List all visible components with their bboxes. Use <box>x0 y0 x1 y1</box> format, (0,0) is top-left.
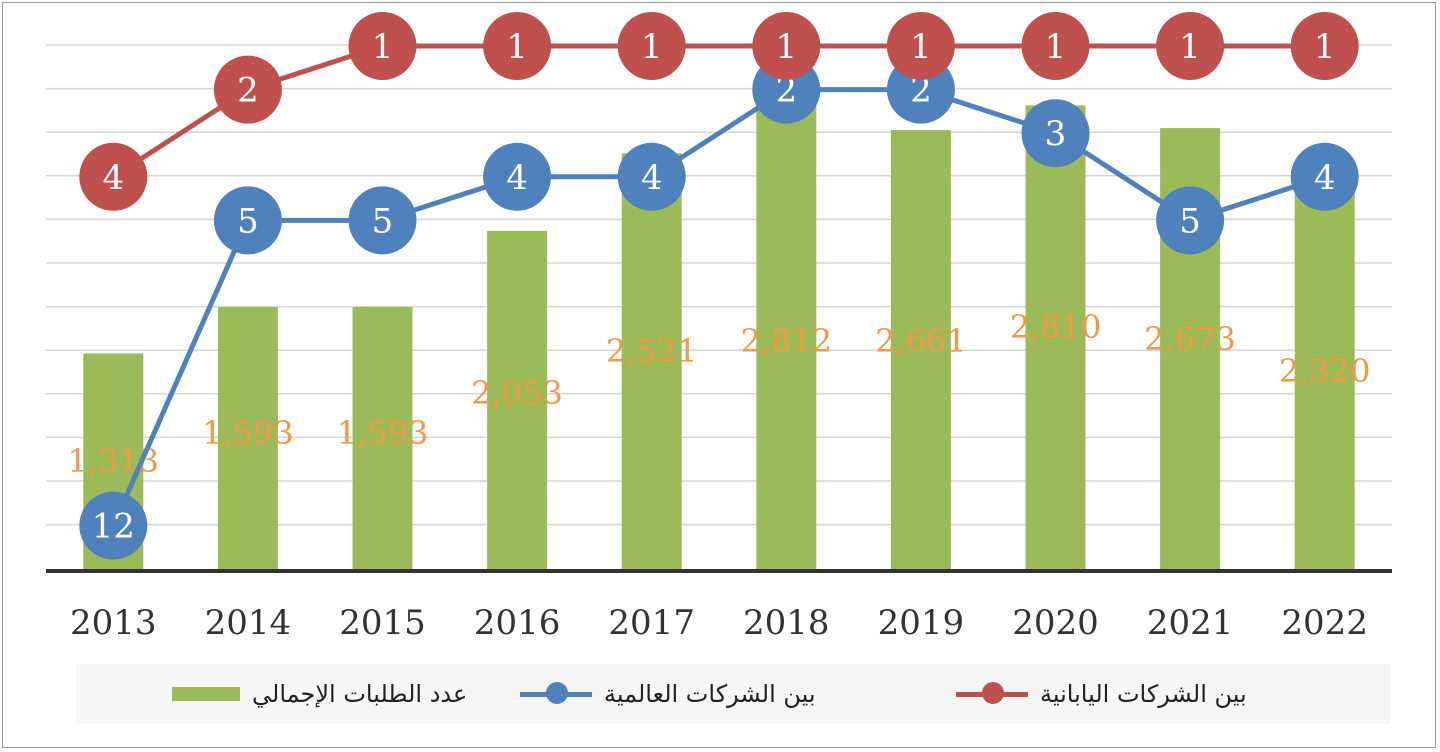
japan-rank-marker-label: 1 <box>1179 27 1201 67</box>
japan-rank-marker-2021 <box>1156 12 1225 80</box>
global-rank-marker-label: 5 <box>237 201 259 241</box>
legend-label-global: بين الشركات العالمية <box>604 680 816 708</box>
data-label-2019: 2,661 <box>875 322 967 360</box>
data-label-2015: 1,593 <box>337 414 429 452</box>
x-tick-label: 2013 <box>70 603 157 643</box>
japan-rank-marker-label: 1 <box>1314 27 1336 67</box>
global-rank-marker-label: 5 <box>372 201 394 241</box>
data-label-2017: 2,521 <box>606 332 698 370</box>
legend-swatch-global <box>520 682 592 704</box>
global-rank-line <box>111 87 1326 527</box>
bar-2015 <box>352 307 413 571</box>
data-label-2021: 2,673 <box>1144 320 1236 358</box>
global-rank-marker-2021 <box>1156 186 1225 255</box>
data-label-2014: 1,593 <box>202 414 294 452</box>
global-rank-marker-label: 4 <box>1314 158 1336 198</box>
legend-item-total: عدد الطلبات الإجمالي <box>172 674 467 714</box>
legend-swatch-bar <box>172 687 240 701</box>
x-tick-label: 2014 <box>205 603 292 643</box>
legend-label-total: عدد الطلبات الإجمالي <box>252 680 468 708</box>
global-rank-marker-label: 4 <box>641 158 663 198</box>
japan-rank-marker-2015 <box>348 12 417 80</box>
global-rank-marker-label: 4 <box>506 158 528 198</box>
global-rank-marker-2013 <box>79 491 148 560</box>
global-rank-marker-label: 2 <box>775 71 797 111</box>
japan-rank-marker-label: 1 <box>775 27 797 67</box>
legend-swatch-japan <box>956 682 1028 704</box>
x-tick-label: 2019 <box>878 603 965 643</box>
japan-rank-marker-2019 <box>886 12 955 80</box>
global-rank-marker-label: 3 <box>1045 114 1067 154</box>
global-rank-marker-label: 5 <box>1179 201 1201 241</box>
data-label-2020: 2,810 <box>1010 308 1102 346</box>
legend-label-japan: بين الشركات اليابانية <box>1040 680 1247 708</box>
global-rank-marker-2020 <box>1021 99 1090 168</box>
japan-rank-marker-2013 <box>79 142 148 211</box>
global-rank-marker-2017 <box>617 142 686 211</box>
data-label-2022: 2,320 <box>1279 352 1371 390</box>
japan-rank-marker-label: 1 <box>910 27 932 67</box>
bar-2018 <box>756 105 817 571</box>
x-tick-label: 2015 <box>339 603 426 643</box>
japan-rank-marker-label: 4 <box>102 158 124 198</box>
japan-rank-marker-2017 <box>617 12 686 80</box>
global-rank-marker-2016 <box>483 142 552 211</box>
bar-2016 <box>487 230 548 571</box>
japan-rank-marker-label: 1 <box>641 27 663 67</box>
global-rank-marker-2015 <box>348 186 417 255</box>
bar-2020 <box>1025 105 1086 572</box>
bar-2017 <box>621 153 682 571</box>
x-tick-label: 2022 <box>1281 603 1368 643</box>
bar-2022 <box>1294 186 1355 572</box>
global-rank-marker-2014 <box>213 186 282 255</box>
bar-2014 <box>217 307 278 571</box>
x-tick-label: 2017 <box>608 603 695 643</box>
global-rank-marker-2022 <box>1290 142 1359 211</box>
global-rank-marker-label: 12 <box>92 507 135 547</box>
x-tick-label: 2016 <box>474 603 561 643</box>
x-tick-label: 2018 <box>743 603 830 643</box>
japan-rank-marker-label: 1 <box>372 27 394 67</box>
japan-rank-marker-2022 <box>1290 12 1359 80</box>
legend-item-global: بين الشركات العالمية <box>520 674 816 714</box>
global-rank-marker-label: 2 <box>910 71 932 111</box>
japan-rank-marker-2020 <box>1021 12 1090 80</box>
data-label-2018: 2,812 <box>740 322 832 360</box>
bar-2019 <box>890 130 951 571</box>
x-tick-label: 2020 <box>1012 603 1099 643</box>
japan-rank-marker-2016 <box>483 12 552 80</box>
japan-rank-marker-label: 2 <box>237 71 259 111</box>
japan-rank-marker-label: 1 <box>1045 27 1067 67</box>
x-tick-label: 2021 <box>1147 603 1234 643</box>
chart-legend: عدد الطلبات الإجمالي بين الشركات العالمي… <box>76 664 1390 724</box>
japan-rank-marker-2018 <box>752 12 821 80</box>
legend-item-japan: بين الشركات اليابانية <box>956 674 1247 714</box>
japan-rank-marker-label: 1 <box>506 27 528 67</box>
japan-rank-line <box>111 43 1325 179</box>
japan-rank-marker-2014 <box>213 55 282 124</box>
data-label-2016: 2,053 <box>471 374 563 412</box>
